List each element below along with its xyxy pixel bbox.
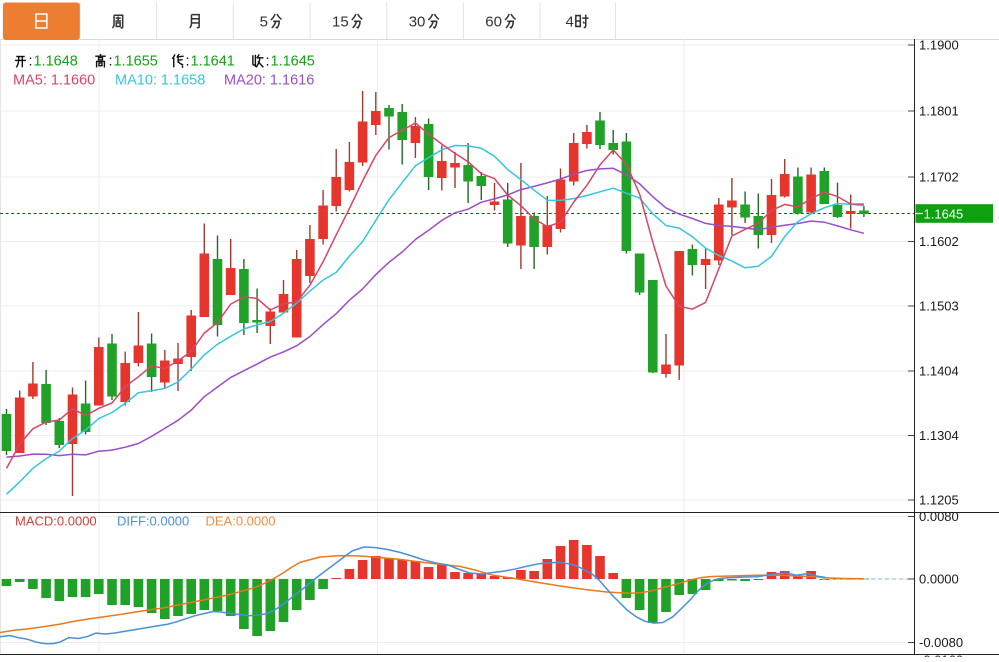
svg-text:60: 60: [485, 14, 502, 31]
svg-text:-0.0080: -0.0080: [919, 635, 963, 650]
svg-text:1.1602: 1.1602: [919, 234, 959, 249]
svg-text:MA10: 1.1658: MA10: 1.1658: [115, 73, 205, 89]
svg-text:1.1900: 1.1900: [919, 38, 959, 53]
svg-text:1.1655: 1.1655: [114, 54, 158, 70]
svg-text:1.1645: 1.1645: [271, 54, 315, 70]
svg-text:MA5: 1.1660: MA5: 1.1660: [13, 73, 95, 89]
svg-text:0.0080: 0.0080: [919, 509, 959, 524]
svg-text:1.1702: 1.1702: [919, 170, 959, 185]
svg-text:DEA:0.0000: DEA:0.0000: [206, 514, 276, 529]
svg-text:MACD:0.0000: MACD:0.0000: [15, 514, 97, 529]
svg-text:1.1503: 1.1503: [919, 299, 959, 314]
svg-text:1.1648: 1.1648: [34, 54, 78, 70]
svg-text:4: 4: [566, 14, 574, 31]
svg-text:1.1304: 1.1304: [919, 428, 959, 443]
svg-text:1.1404: 1.1404: [919, 364, 959, 379]
svg-text:15: 15: [332, 14, 349, 31]
svg-text:DIFF:0.0000: DIFF:0.0000: [117, 514, 189, 529]
svg-text:1.1801: 1.1801: [919, 104, 959, 119]
svg-text::: :: [29, 54, 33, 70]
svg-text:5: 5: [260, 14, 268, 31]
svg-text:MA20: 1.1616: MA20: 1.1616: [224, 73, 314, 89]
svg-text::: :: [186, 54, 190, 70]
svg-text:1.1645: 1.1645: [924, 207, 964, 222]
svg-text::: :: [266, 54, 270, 70]
svg-text:0.0000: 0.0000: [919, 572, 959, 587]
svg-text::: :: [109, 54, 113, 70]
svg-text:-0.0160: -0.0160: [919, 653, 963, 658]
svg-text:1.1641: 1.1641: [191, 54, 235, 70]
svg-text:1.1205: 1.1205: [919, 493, 959, 508]
svg-text:30: 30: [409, 14, 426, 31]
